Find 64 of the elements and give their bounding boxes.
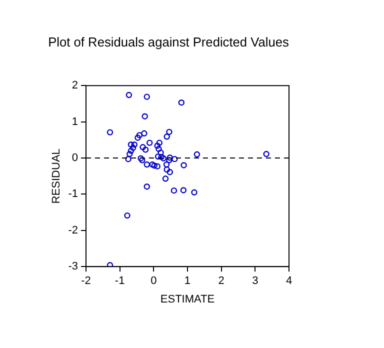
x-tick-label: -1 — [114, 275, 125, 288]
point — [106, 129, 114, 136]
point — [142, 146, 149, 153]
y-tick-label: -2 — [68, 224, 78, 236]
point — [128, 148, 134, 154]
point — [149, 161, 156, 168]
point — [163, 161, 170, 168]
point — [194, 151, 200, 158]
point — [166, 169, 173, 176]
y-tick-label: -3 — [68, 260, 78, 273]
y-tick-label: 2 — [72, 80, 78, 92]
point — [158, 149, 164, 156]
point — [146, 140, 153, 146]
point — [154, 153, 162, 160]
y-tick-label: -1 — [68, 188, 78, 200]
x-tick-label: 3 — [252, 275, 258, 288]
point — [178, 100, 184, 106]
y-axis-title: RESIDUAL — [50, 148, 63, 204]
point — [172, 156, 178, 162]
point — [125, 156, 132, 162]
x-tick-label: 0 — [150, 275, 157, 288]
point — [158, 154, 165, 160]
point — [142, 113, 148, 120]
point — [166, 128, 172, 136]
point — [106, 262, 114, 267]
point — [140, 144, 146, 150]
chart-title: Plot of Residuals against Predicted Values — [48, 34, 289, 50]
point — [166, 154, 173, 161]
point — [180, 187, 187, 194]
x-tick-label: -2 — [81, 275, 91, 288]
point — [151, 162, 158, 169]
point — [131, 142, 138, 148]
point — [124, 212, 130, 219]
point — [141, 130, 148, 136]
x-axis-title: ESTIMATE — [160, 293, 215, 306]
point — [154, 163, 160, 170]
point — [166, 157, 172, 164]
y-tick-label: 0 — [72, 152, 78, 164]
point — [160, 155, 167, 162]
point — [156, 140, 163, 146]
point — [128, 142, 134, 148]
point — [134, 134, 141, 141]
point — [156, 146, 162, 152]
y-tick-label: 1 — [72, 116, 78, 128]
point — [263, 150, 270, 158]
point — [170, 187, 178, 194]
x-tick-label: 4 — [286, 275, 292, 288]
point — [126, 150, 133, 158]
point — [138, 155, 144, 162]
point — [191, 189, 198, 196]
x-tick-label: 1 — [184, 275, 191, 288]
point — [164, 134, 170, 140]
point — [144, 161, 150, 168]
point — [154, 142, 160, 149]
point — [164, 166, 170, 173]
x-tick-label: 2 — [218, 275, 224, 288]
point — [180, 162, 187, 168]
point — [136, 132, 143, 138]
point — [162, 176, 169, 182]
point — [144, 94, 150, 100]
point — [144, 184, 150, 190]
point — [130, 144, 136, 151]
point — [139, 157, 146, 164]
point — [126, 92, 132, 98]
